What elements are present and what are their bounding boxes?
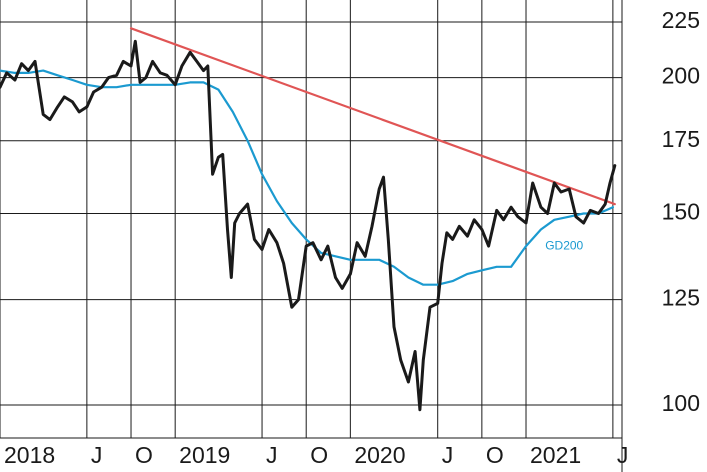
series-line-price <box>0 39 617 412</box>
x-tick-label: 2020 <box>354 442 405 468</box>
x-tick-label: 2019 <box>179 442 230 468</box>
x-tick-label: O <box>486 442 504 468</box>
y-tick-label: 150 <box>662 199 700 225</box>
y-tick-label: 225 <box>662 7 700 33</box>
y-tick-label: 100 <box>662 390 700 416</box>
y-tick-label: 200 <box>662 63 700 89</box>
x-tick-label: 2018 <box>4 442 55 468</box>
x-tick-label: J <box>617 442 629 468</box>
y-tick-label: 125 <box>662 285 700 311</box>
x-tick-label: 2021 <box>530 442 581 468</box>
series-label-gd200: GD200 <box>545 238 583 252</box>
x-tick-label: O <box>135 442 153 468</box>
labels: 100 125 150 175 200 225 2018 J O 2019 J O 2020 J O 2021… <box>4 7 700 468</box>
y-tick-label: 175 <box>662 126 700 152</box>
x-tick-label: J <box>442 442 454 468</box>
trendline <box>129 27 616 206</box>
series-layer <box>0 27 617 412</box>
x-tick-label: J <box>91 442 103 468</box>
x-tick-label: O <box>310 442 328 468</box>
grid <box>0 0 623 472</box>
x-tick-label: J <box>266 442 278 468</box>
